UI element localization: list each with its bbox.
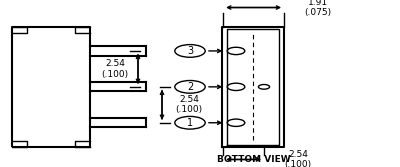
Text: 1: 1 <box>187 118 193 128</box>
Text: 2.54
(.100): 2.54 (.100) <box>101 59 128 79</box>
Text: 2: 2 <box>187 82 193 92</box>
Text: 2.54
(.100): 2.54 (.100) <box>284 150 312 167</box>
Text: 2.54
(.100): 2.54 (.100) <box>176 95 203 115</box>
Text: 1.91
(.075): 1.91 (.075) <box>304 0 332 17</box>
Text: BOTTOM VIEW: BOTTOM VIEW <box>217 155 291 164</box>
Text: 3: 3 <box>187 46 193 56</box>
